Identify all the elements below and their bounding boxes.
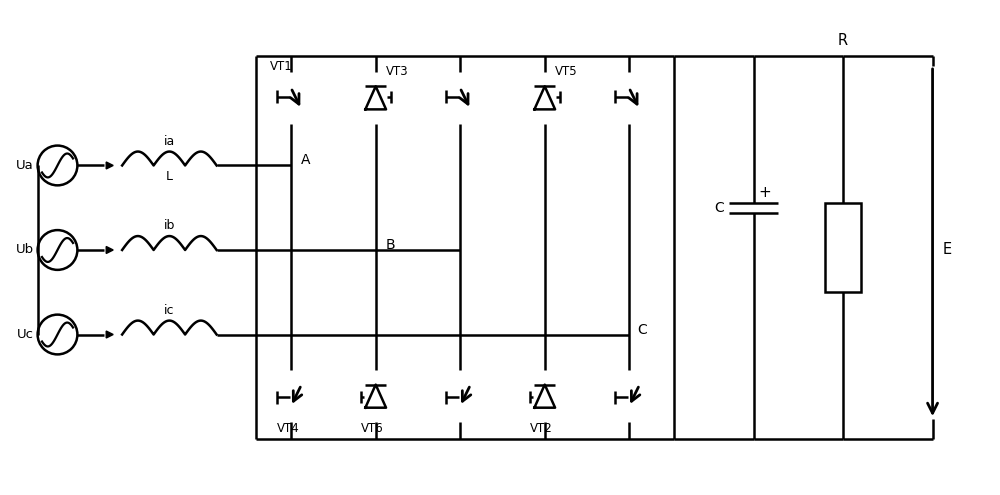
Text: ic: ic (164, 303, 175, 317)
Polygon shape (106, 162, 113, 169)
Text: C: C (714, 201, 724, 215)
Text: E: E (943, 243, 952, 257)
Text: C: C (637, 323, 647, 337)
Text: VT4: VT4 (277, 422, 300, 435)
Text: Ua: Ua (16, 159, 34, 172)
Text: Uc: Uc (17, 328, 34, 341)
Text: VT1: VT1 (270, 60, 293, 73)
Text: +: + (759, 185, 771, 200)
FancyBboxPatch shape (825, 203, 861, 292)
Text: R: R (838, 33, 848, 48)
Text: ib: ib (164, 219, 175, 232)
Polygon shape (106, 331, 113, 338)
Text: ia: ia (164, 135, 175, 148)
Polygon shape (106, 247, 113, 253)
Text: Ub: Ub (16, 244, 34, 256)
Text: B: B (386, 238, 395, 252)
Text: VT6: VT6 (361, 422, 384, 435)
Text: A: A (301, 153, 311, 167)
Text: VT2: VT2 (530, 422, 553, 435)
Text: L: L (166, 170, 173, 184)
Text: VT3: VT3 (386, 65, 408, 78)
Text: VT5: VT5 (555, 65, 577, 78)
